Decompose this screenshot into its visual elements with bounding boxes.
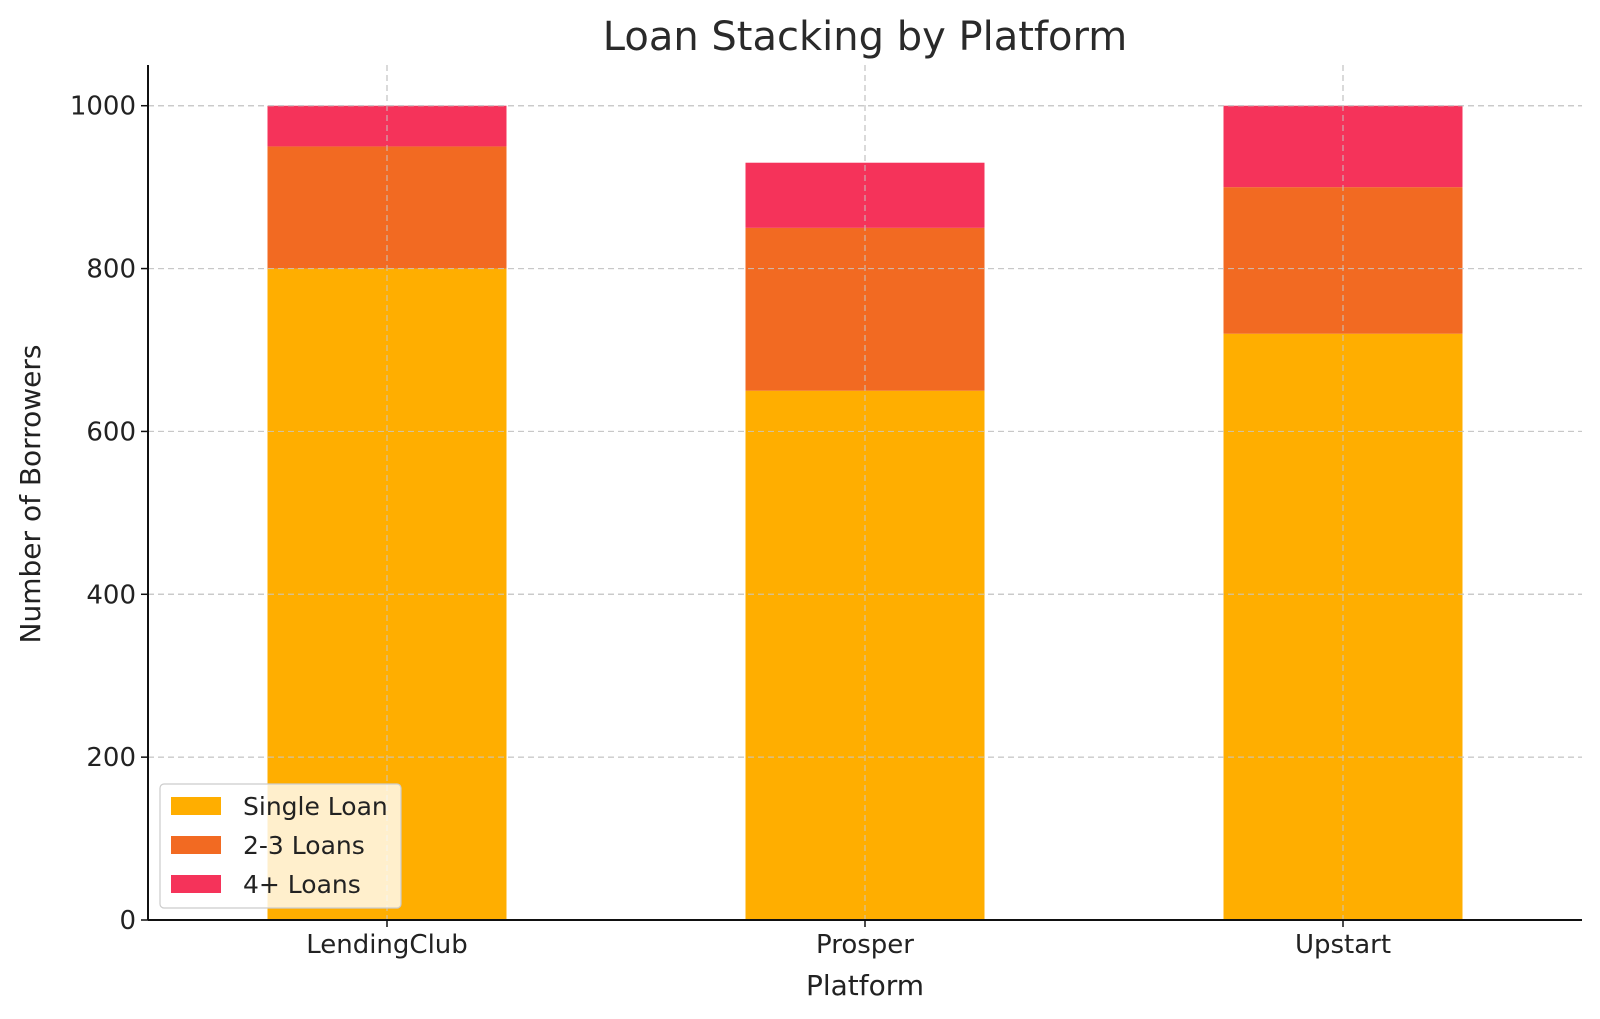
x-tick-label: LendingClub — [306, 930, 468, 960]
legend-swatch — [171, 836, 221, 854]
chart-title: Loan Stacking by Platform — [603, 14, 1127, 60]
x-tick-label: Upstart — [1295, 930, 1391, 960]
legend-label: 2-3 Loans — [243, 831, 365, 860]
y-tick-label: 400 — [86, 580, 136, 610]
y-tick-label: 800 — [86, 255, 136, 285]
y-tick-label: 600 — [86, 417, 136, 447]
y-tick-label: 0 — [119, 906, 136, 936]
legend-swatch — [171, 875, 221, 893]
legend-swatch — [171, 797, 221, 815]
x-tick-label: Prosper — [816, 930, 914, 960]
x-axis-title: Platform — [806, 969, 924, 1002]
legend-label: Single Loan — [243, 792, 388, 821]
legend-label: 4+ Loans — [243, 870, 361, 899]
legend: Single Loan 2-3 Loans 4+ Loans — [159, 783, 402, 909]
y-tick-label: 200 — [86, 743, 136, 773]
ticks-layer: 0 200 400 600 800 1000 LendingClub Prosper Upsta… — [70, 92, 1391, 960]
y-axis-title: Number of Borrowers — [14, 345, 47, 644]
y-tick-label: 1000 — [70, 92, 136, 122]
